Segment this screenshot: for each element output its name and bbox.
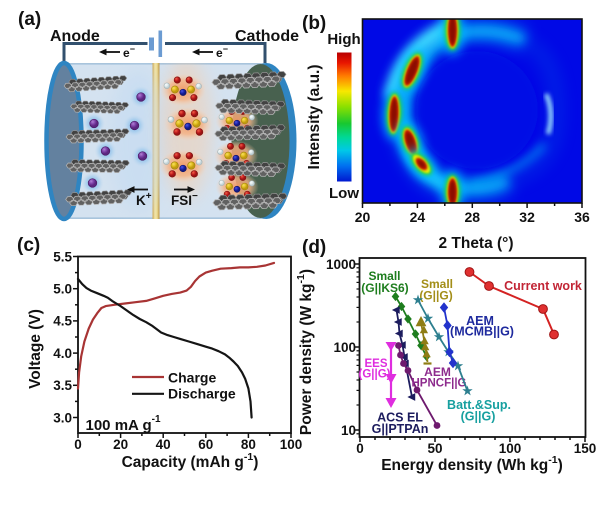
svg-text:5.0: 5.0 <box>53 282 72 297</box>
svg-text:Intensity (a.u.): Intensity (a.u.) <box>306 64 323 169</box>
svg-text:3.0: 3.0 <box>53 410 72 425</box>
svg-text:28: 28 <box>465 209 481 225</box>
svg-text:Small: Small <box>368 269 400 283</box>
svg-text:50: 50 <box>427 441 442 456</box>
svg-text:36: 36 <box>574 209 590 225</box>
svg-text:High: High <box>327 31 360 48</box>
svg-text:Cathode: Cathode <box>235 28 299 45</box>
svg-text:Discharge: Discharge <box>168 385 236 401</box>
svg-text:(MCMB||G): (MCMB||G) <box>450 325 514 339</box>
svg-text:2 Theta (°): 2 Theta (°) <box>438 235 513 252</box>
svg-text:4.0: 4.0 <box>53 346 72 361</box>
svg-text:4.5: 4.5 <box>53 314 72 329</box>
svg-text:3.5: 3.5 <box>53 378 72 393</box>
svg-text:0: 0 <box>356 441 364 456</box>
svg-text:5.5: 5.5 <box>53 249 72 264</box>
svg-text:Charge: Charge <box>168 369 216 385</box>
svg-text:EES: EES <box>364 358 387 370</box>
svg-text:32: 32 <box>519 209 535 225</box>
svg-text:(d): (d) <box>302 237 326 258</box>
svg-text:(G||G): (G||G) <box>359 369 391 381</box>
svg-text:Energy density (Wh kg-1): Energy density (Wh kg-1) <box>381 454 563 474</box>
svg-text:1000: 1000 <box>326 257 356 272</box>
svg-text:AEM: AEM <box>424 365 451 379</box>
svg-text:ACS EL: ACS EL <box>377 411 423 425</box>
svg-text:80: 80 <box>241 437 256 452</box>
svg-text:e−: e− <box>216 44 228 60</box>
svg-text:10: 10 <box>341 423 356 438</box>
svg-text:100: 100 <box>333 340 356 355</box>
svg-text:24: 24 <box>410 209 426 225</box>
svg-text:(b): (b) <box>302 13 326 34</box>
svg-text:20: 20 <box>355 209 371 225</box>
svg-text:(a): (a) <box>18 9 41 30</box>
svg-text:0: 0 <box>74 437 82 452</box>
svg-text:(G||KS6): (G||KS6) <box>361 281 408 295</box>
svg-text:(G||G): (G||G) <box>461 410 496 424</box>
svg-text:60: 60 <box>198 437 213 452</box>
svg-text:20: 20 <box>113 437 128 452</box>
svg-text:40: 40 <box>156 437 171 452</box>
svg-text:G||PTPAn: G||PTPAn <box>372 422 429 436</box>
svg-text:100 mA g-1: 100 mA g-1 <box>86 414 161 434</box>
svg-text:(G||G): (G||G) <box>419 289 452 303</box>
svg-text:e−: e− <box>123 44 135 60</box>
svg-text:Current work: Current work <box>504 279 582 293</box>
svg-text:Anode: Anode <box>50 28 100 45</box>
svg-text:Power density (W kg-1): Power density (W kg-1) <box>295 269 315 435</box>
svg-text:FSI−: FSI− <box>171 191 198 208</box>
svg-text:Small: Small <box>421 277 453 291</box>
svg-text:Voltage (V): Voltage (V) <box>27 309 44 389</box>
svg-text:Capacity (mAh g-1): Capacity (mAh g-1) <box>122 451 259 471</box>
svg-text:Batt.&Sup.: Batt.&Sup. <box>447 398 511 412</box>
svg-text:(c): (c) <box>17 235 40 256</box>
svg-text:Low: Low <box>329 185 359 202</box>
svg-text:150: 150 <box>574 441 597 456</box>
svg-text:100: 100 <box>280 437 303 452</box>
svg-text:100: 100 <box>499 441 522 456</box>
svg-text:AEM: AEM <box>466 314 494 328</box>
svg-text:HPNCF||G: HPNCF||G <box>412 378 467 390</box>
